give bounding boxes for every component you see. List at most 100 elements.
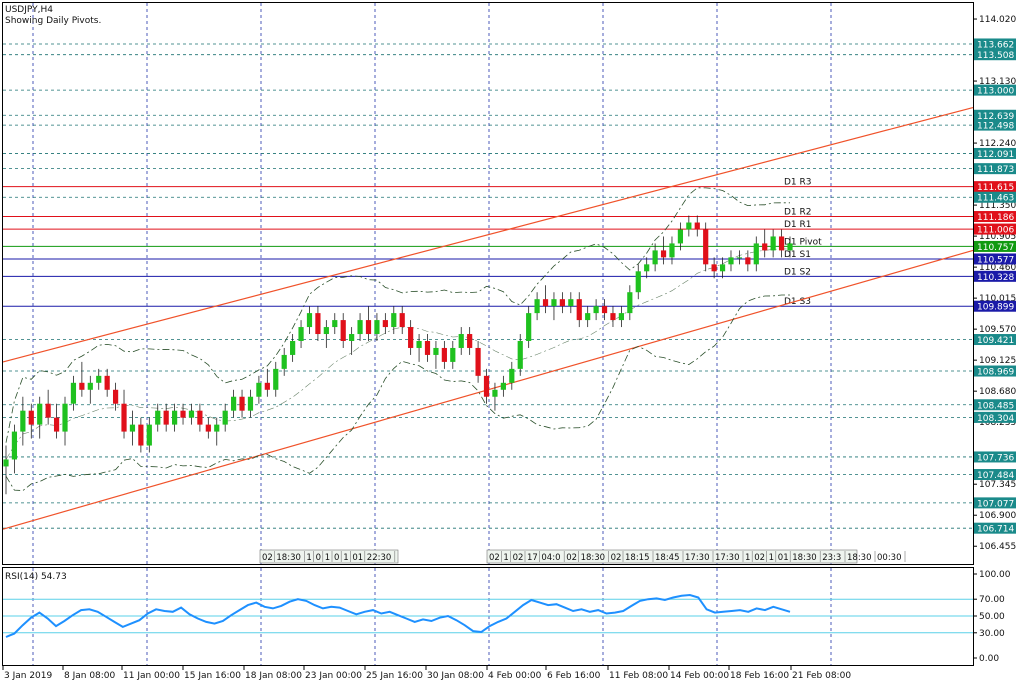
candle-body: [728, 257, 734, 265]
candle-body: [568, 299, 574, 307]
main-panel-frame: [2, 2, 974, 565]
price-label-box: [974, 109, 1016, 121]
price-label-box: [974, 334, 1016, 346]
time-strip-label: 18:45: [655, 553, 680, 563]
price-label-box: [974, 240, 1016, 252]
price-label-box: [974, 411, 1016, 423]
price-label: 107.736: [977, 453, 1014, 463]
time-strip-box: [486, 549, 858, 564]
time-strip: 02 18:30 1 0 1 0 1 01 22:30 02 1 02 17 04:0 02 18:30 02 1…: [259, 549, 906, 564]
time-strip-label: 01: [352, 553, 363, 563]
price-label-box: [974, 522, 1016, 534]
middle-band: [5, 248, 790, 460]
candle-body: [205, 424, 211, 432]
price-label-box: [974, 49, 1016, 61]
y-tick-label: 106.900: [979, 511, 1016, 521]
time-strip-label: 18:30: [792, 553, 817, 563]
candle-body: [475, 347, 481, 376]
price-label: 112.639: [977, 112, 1014, 122]
time-strip-label: 02: [754, 553, 765, 563]
candle-body: [129, 424, 136, 432]
x-tick-label: 6 Feb 16:00: [547, 671, 601, 681]
time-strip-label: 1: [343, 553, 348, 563]
candle-body: [239, 396, 245, 411]
y-tick-label: 112.240: [979, 139, 1016, 149]
candle-body: [79, 382, 85, 390]
candle-body: [610, 313, 616, 321]
candle-body: [534, 299, 540, 314]
price-label: 110.757: [977, 243, 1014, 253]
price-label-box: [974, 270, 1016, 282]
candle-body: [635, 271, 641, 293]
candle-body: [365, 320, 372, 335]
x-tick-label: 21 Feb 08:00: [792, 671, 851, 681]
price-label-box: [974, 163, 1016, 175]
candle-body: [450, 347, 456, 362]
price-label: 111.006: [977, 226, 1014, 236]
dashed-levels: [3, 43, 973, 529]
candle-body: [517, 340, 523, 369]
price-label: 111.186: [977, 213, 1014, 223]
candle-body: [264, 382, 270, 390]
price-label: 106.714: [977, 525, 1014, 535]
candle-body: [416, 340, 422, 348]
envelope-bands: [5, 187, 790, 492]
candle-body: [399, 313, 405, 328]
candle-body: [298, 327, 304, 341]
candle-body: [694, 222, 700, 230]
time-strip-label: 02: [611, 553, 622, 563]
candle-body: [374, 320, 380, 335]
x-tick-label: 23 Jan 00:00: [305, 671, 362, 681]
price-label-box: [974, 223, 1016, 235]
price-label: 110.577: [977, 255, 1014, 265]
candle-body: [290, 340, 296, 355]
candle-body: [273, 368, 279, 390]
y-tick-label: 109.125: [979, 356, 1016, 366]
candle-body: [28, 410, 34, 425]
price-label-box: [974, 451, 1016, 463]
price-label-box: [974, 38, 1016, 50]
candle-body: [441, 347, 447, 362]
y-tick-label: 113.130: [979, 77, 1016, 87]
candle-body: [770, 236, 776, 251]
candle-body: [3, 459, 9, 467]
price-label-box: [974, 399, 1016, 411]
chart-indicator-label: Showing Daily Pivots.: [5, 16, 101, 26]
candle-body: [576, 299, 582, 321]
candle-body: [45, 403, 51, 418]
y-tick-label: 110.015: [979, 294, 1016, 304]
time-strip-label: 02: [262, 553, 273, 563]
candle-body: [500, 382, 506, 390]
rsi-line: [5, 593, 791, 638]
time-strip-label: 02: [489, 553, 500, 563]
candle-body: [509, 368, 515, 383]
price-label-box: [974, 469, 1016, 481]
candle-body: [155, 410, 161, 425]
time-strip-label: 1: [769, 553, 774, 563]
x-tick-label: 3 Jan 2019: [4, 671, 52, 681]
x-tick-label: 11 Feb 08:00: [609, 671, 668, 681]
time-strip-label: 01: [778, 553, 789, 563]
candle-body: [660, 250, 667, 258]
price-label-box: [974, 191, 1016, 203]
candlestick-series: [3, 215, 793, 495]
x-tick-label: 15 Jan 16:00: [184, 671, 241, 681]
x-tick-label: 18 Jan 08:00: [245, 671, 302, 681]
time-strip-label: 04:0: [541, 553, 560, 563]
y-tick-label: 106.455: [979, 542, 1016, 552]
candle-body: [585, 313, 591, 321]
chart-symbol-label: USDJPY,H4: [5, 5, 53, 15]
candle-body: [745, 257, 751, 265]
y-tick-label: 107.345: [979, 480, 1016, 490]
candle-body: [618, 313, 624, 321]
x-tick-label: 25 Jan 16:00: [366, 671, 423, 681]
candle-body: [601, 306, 608, 314]
candle-body: [231, 396, 237, 411]
rsi-label: RSI(14) 54.73: [5, 572, 67, 582]
time-strip-label: 17:30: [685, 553, 710, 563]
pivot-label: D1 R1: [784, 220, 812, 230]
candle-body: [340, 320, 346, 341]
candle-body: [652, 250, 658, 265]
rsi-tick-label: 100.00: [979, 570, 1011, 580]
